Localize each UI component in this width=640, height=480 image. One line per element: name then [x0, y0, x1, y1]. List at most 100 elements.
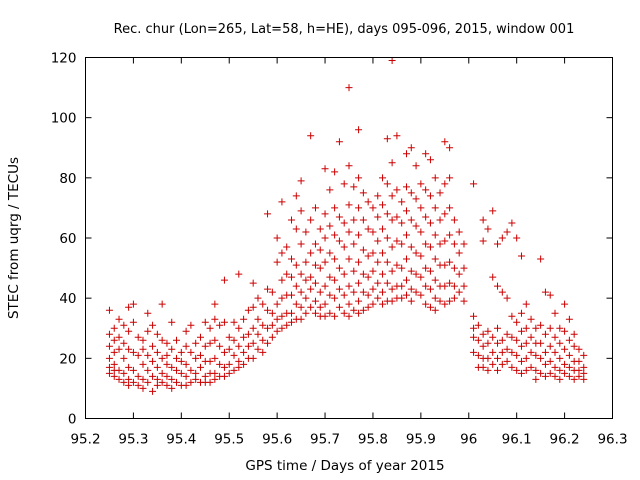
data-point: [187, 321, 195, 329]
data-point: [335, 264, 343, 272]
data-point: [129, 318, 137, 326]
data-point: [144, 309, 152, 317]
data-point: [326, 222, 334, 230]
data-point: [340, 180, 348, 188]
data-point: [240, 360, 248, 368]
data-point: [244, 330, 252, 338]
data-point: [259, 321, 267, 329]
data-point: [326, 186, 334, 194]
data-point: [129, 366, 137, 374]
data-point: [522, 354, 530, 362]
data-point: [551, 309, 559, 317]
data-point: [182, 360, 190, 368]
data-point: [345, 312, 353, 320]
data-point: [292, 192, 300, 200]
data-point: [355, 309, 363, 317]
data-point: [422, 282, 430, 290]
data-point: [431, 294, 439, 302]
data-point: [158, 300, 166, 308]
data-point: [470, 333, 478, 341]
data-point: [134, 333, 142, 341]
data-point: [187, 366, 195, 374]
data-point: [460, 282, 468, 290]
data-point: [268, 309, 276, 317]
data-point: [398, 294, 406, 302]
data-point: [278, 294, 286, 302]
data-point: [450, 216, 458, 224]
data-point: [297, 177, 305, 185]
data-point: [216, 360, 224, 368]
data-point: [541, 372, 549, 380]
data-point: [388, 192, 396, 200]
data-point: [288, 216, 296, 224]
data-point: [359, 288, 367, 296]
data-point: [522, 300, 530, 308]
data-point: [460, 240, 468, 248]
data-point: [364, 225, 372, 233]
data-point: [211, 336, 219, 344]
data-point: [292, 261, 300, 269]
data-point: [326, 309, 334, 317]
data-point: [345, 282, 353, 290]
data-point: [220, 348, 228, 356]
data-point: [575, 366, 583, 374]
data-point: [388, 267, 396, 275]
y-tick-label: 40: [59, 291, 76, 307]
data-point: [575, 357, 583, 365]
data-point: [537, 369, 545, 377]
data-point: [450, 240, 458, 248]
data-point: [158, 378, 166, 386]
data-point: [120, 354, 128, 362]
data-point: [340, 270, 348, 278]
data-point: [173, 378, 181, 386]
data-point: [556, 339, 564, 347]
data-point: [115, 366, 123, 374]
data-point: [412, 162, 420, 170]
data-point: [244, 342, 252, 350]
data-point: [187, 348, 195, 356]
data-point: [532, 366, 540, 374]
data-point: [388, 297, 396, 305]
data-point: [230, 318, 238, 326]
data-point: [153, 375, 161, 383]
data-point: [470, 348, 478, 356]
x-tick-label: 96.2: [550, 432, 580, 448]
data-point: [436, 240, 444, 248]
data-point: [288, 255, 296, 263]
data-point: [417, 273, 425, 281]
data-point: [350, 288, 358, 296]
data-point: [412, 195, 420, 203]
data-point: [484, 366, 492, 374]
data-point: [561, 345, 569, 353]
data-point: [513, 318, 521, 326]
data-point: [407, 243, 415, 251]
data-point: [163, 372, 171, 380]
data-point: [264, 306, 272, 314]
data-point: [125, 345, 133, 353]
data-point: [379, 270, 387, 278]
data-point: [383, 180, 391, 188]
data-point: [139, 375, 147, 383]
data-point: [177, 369, 185, 377]
data-point: [316, 288, 324, 296]
data-point: [259, 336, 267, 344]
data-point: [513, 234, 521, 242]
data-point: [517, 309, 525, 317]
data-point: [546, 342, 554, 350]
data-point: [489, 207, 497, 215]
data-point: [273, 234, 281, 242]
data-point: [388, 57, 396, 65]
data-point: [369, 285, 377, 293]
data-point: [364, 198, 372, 206]
data-point: [196, 363, 204, 371]
data-point: [426, 267, 434, 275]
data-point: [441, 261, 449, 269]
data-point: [374, 279, 382, 287]
data-point: [402, 291, 410, 299]
axis-ticks: 95.2 95.3 95.4 95.5 95.6 95.7 95.8 95.9 96 96.1 96…: [51, 51, 628, 448]
chart-title: Rec. chur (Lon=265, Lat=58, h=HE), days …: [114, 22, 575, 37]
data-point: [355, 204, 363, 212]
data-point: [177, 348, 185, 356]
data-point: [158, 336, 166, 344]
data-point: [345, 255, 353, 263]
